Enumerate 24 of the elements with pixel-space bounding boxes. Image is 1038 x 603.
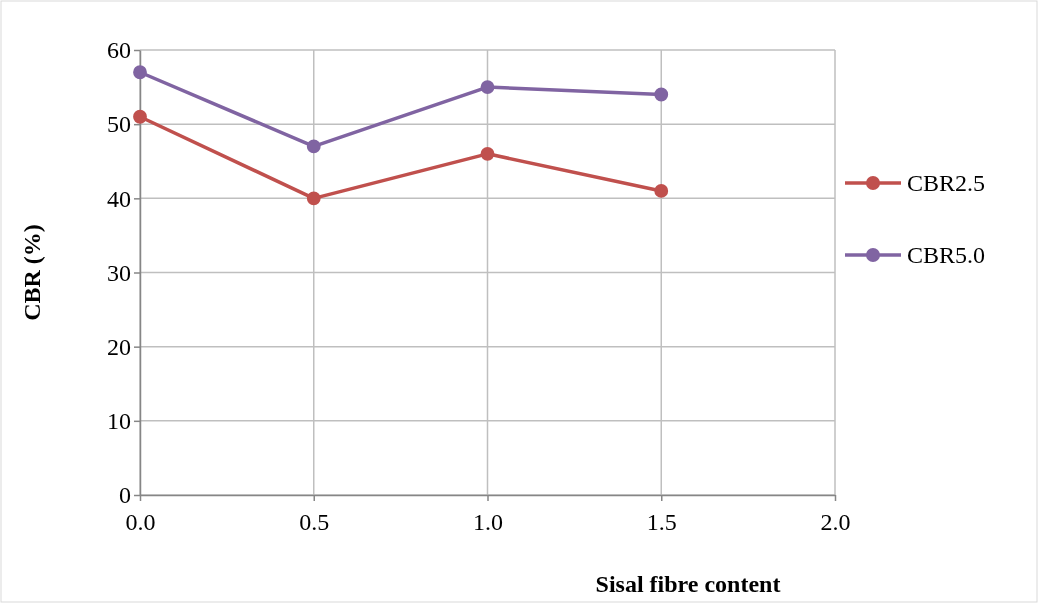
y-tick-label: 0 xyxy=(119,482,131,509)
y-axis-title: CBR (%) xyxy=(19,224,45,321)
x-tick-label: 1.0 xyxy=(473,509,503,536)
x-tick-label: 0.0 xyxy=(125,509,156,536)
y-tick-label: 20 xyxy=(107,333,131,360)
point xyxy=(306,139,321,154)
y-tick-label: 10 xyxy=(107,408,131,435)
x-tick-label: 1.5 xyxy=(646,509,677,536)
x-tick-label: 2.0 xyxy=(820,509,851,536)
y-tick-label: 50 xyxy=(107,111,131,138)
y-tick-label: 40 xyxy=(107,185,131,212)
legend-label: CBR5.0 xyxy=(907,242,986,268)
point xyxy=(480,146,495,161)
x-axis-title: Sisal fibre content xyxy=(595,571,781,597)
point xyxy=(480,80,495,94)
y-tick-label: 60 xyxy=(107,37,131,64)
point xyxy=(133,65,147,80)
point xyxy=(654,184,669,198)
x-tick-label: 0.5 xyxy=(299,509,330,536)
point xyxy=(654,87,669,102)
point xyxy=(133,109,147,124)
point xyxy=(306,191,321,206)
legend-label: CBR2.5 xyxy=(907,170,986,196)
y-tick-label: 30 xyxy=(107,259,131,286)
